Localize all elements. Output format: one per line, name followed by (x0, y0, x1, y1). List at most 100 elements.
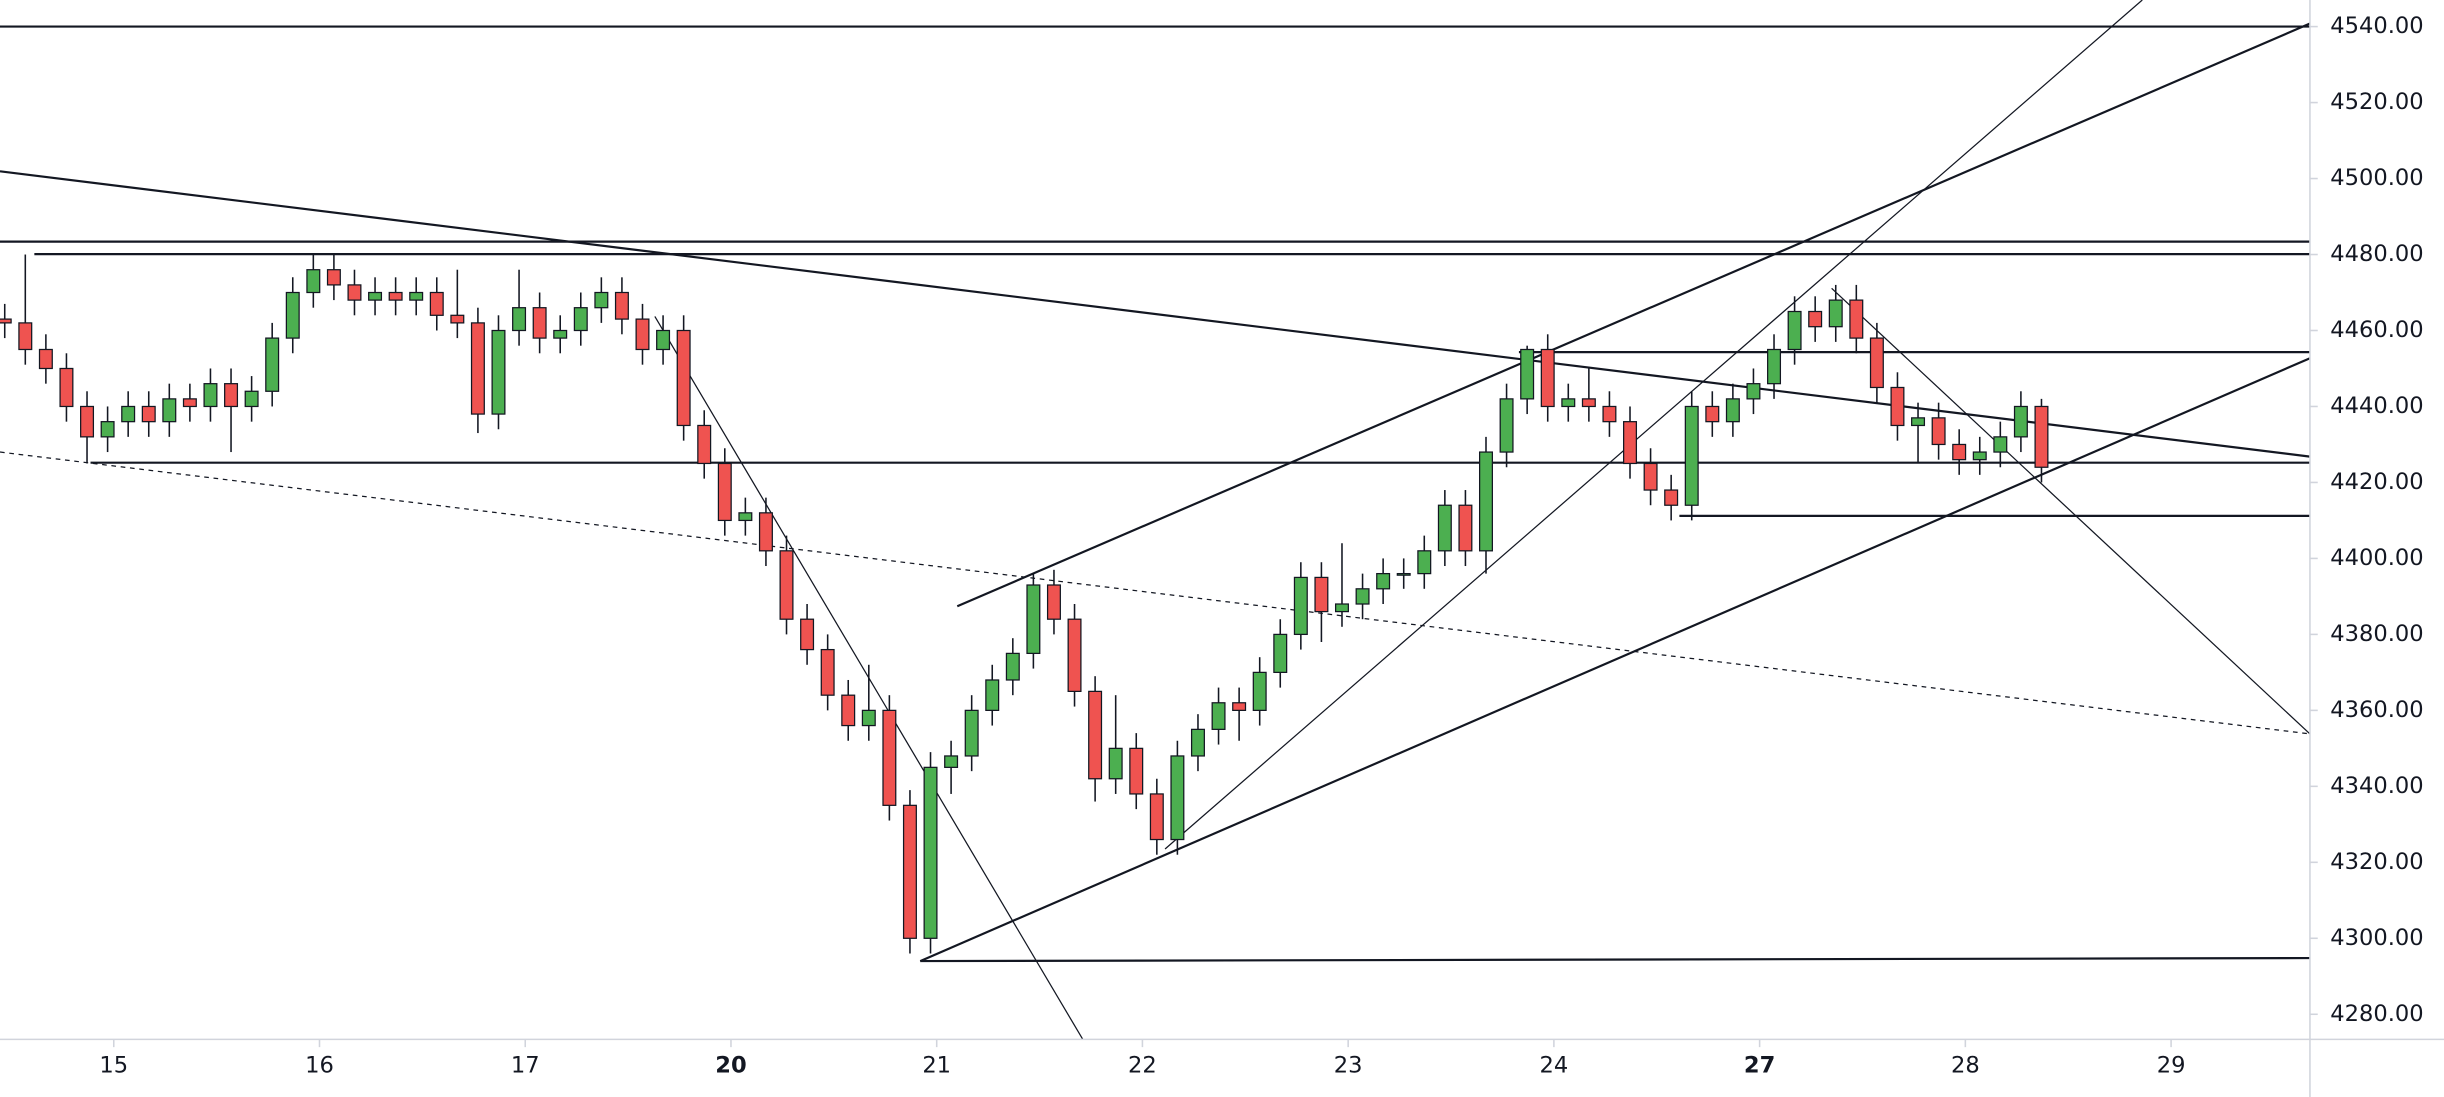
candle-body (676, 329, 691, 427)
candle-body (1190, 728, 1205, 757)
candle-body (162, 398, 177, 423)
y-tick-label: 4420.00 (2330, 469, 2423, 495)
y-tick-label: 4480.00 (2330, 241, 2423, 267)
y-tick-label: 4320.00 (2330, 849, 2423, 875)
candle-body (594, 291, 609, 309)
candle-body (1972, 451, 1987, 461)
candle-body (203, 383, 218, 408)
candle-body (512, 307, 527, 332)
candle-body (1067, 618, 1082, 693)
candle-body (1849, 299, 1864, 339)
y-tick-label: 4280.00 (2330, 1001, 2423, 1027)
x-tick-label: 27 (1744, 1052, 1775, 1078)
trend-line (920, 956, 2310, 963)
y-tick-label: 4400.00 (2330, 545, 2423, 571)
x-tick-label: 15 (99, 1052, 128, 1078)
candle-body (285, 291, 300, 339)
candle-body (1149, 793, 1164, 841)
candle-body (1828, 299, 1843, 328)
candle-body (1931, 417, 1946, 446)
candle-body (1334, 603, 1349, 613)
candle-body (1314, 576, 1329, 613)
y-tick-label: 4540.00 (2330, 13, 2423, 39)
candle-body (820, 648, 835, 696)
candle-body (224, 383, 239, 408)
candle-body (532, 307, 547, 339)
x-tick-label: 21 (922, 1052, 951, 1078)
candle-body (1581, 398, 1596, 408)
candle-body (1458, 504, 1473, 552)
y-tick-label: 4340.00 (2330, 773, 2423, 799)
candle-body (1376, 572, 1391, 590)
x-tick-label: 28 (1951, 1052, 1980, 1078)
candle-body (738, 512, 753, 522)
candle-body (0, 318, 12, 324)
candle-body (1869, 337, 1884, 389)
y-tick-label: 4380.00 (2330, 621, 2423, 647)
candle-body (2034, 405, 2049, 468)
x-tick-label: 29 (2157, 1052, 2186, 1078)
candle-body (1664, 489, 1679, 506)
candle-body (758, 512, 773, 552)
candle-body (265, 337, 280, 392)
candle-body (1499, 398, 1514, 453)
trend-line (956, 22, 2311, 608)
candle-body (800, 618, 815, 651)
candle-body (1705, 405, 1720, 423)
candle-body (429, 291, 444, 316)
candle-body (306, 269, 321, 294)
candle-body (409, 291, 424, 301)
candle-body (182, 398, 197, 408)
candle-body (1417, 550, 1432, 575)
candle-body (1355, 588, 1370, 605)
trend-line (0, 170, 2311, 458)
candle-body (902, 804, 917, 939)
candle-body (388, 291, 403, 301)
candle-body (450, 314, 465, 324)
candle-body (1684, 405, 1699, 506)
candle-body (1746, 383, 1761, 400)
trend-line (1164, 0, 2143, 850)
candle-body (861, 709, 876, 727)
candle-body (944, 755, 959, 768)
candle-body (1767, 348, 1782, 385)
candle-body (1725, 398, 1740, 423)
candle-body (1005, 652, 1020, 681)
candle-body (841, 694, 856, 727)
candle-body (80, 405, 95, 438)
candle-body (59, 367, 74, 408)
x-tick-label: 22 (1128, 1052, 1157, 1078)
candle-body (1396, 572, 1411, 576)
candle-body (656, 329, 671, 351)
candle-body (326, 269, 341, 286)
candle-body (1437, 504, 1452, 552)
candle-body (1993, 436, 2008, 453)
candle-body (1232, 702, 1247, 711)
candle-body (1108, 747, 1123, 780)
candle-body (1046, 584, 1061, 620)
candle-body (1623, 421, 1638, 465)
candle-body (18, 322, 33, 351)
candle-body (1787, 310, 1802, 351)
candle-body (1129, 747, 1144, 795)
candle-body (141, 405, 156, 423)
candle-body (121, 405, 136, 423)
candle-body (573, 307, 588, 332)
candle-body (1890, 386, 1905, 427)
candle-body (1170, 755, 1185, 841)
trend-line (0, 451, 2311, 735)
candle-body (1478, 451, 1494, 552)
x-tick-label: 20 (715, 1052, 746, 1078)
y-tick-label: 4440.00 (2330, 393, 2423, 419)
candle-body (491, 329, 506, 415)
candle-body (1540, 348, 1555, 408)
candle-body (347, 284, 362, 301)
y-tick-label: 4360.00 (2330, 697, 2423, 723)
x-tick-label: 24 (1540, 1052, 1569, 1078)
candle-body (779, 550, 794, 620)
x-tick-label: 17 (511, 1052, 540, 1078)
candle-body (1026, 584, 1041, 655)
